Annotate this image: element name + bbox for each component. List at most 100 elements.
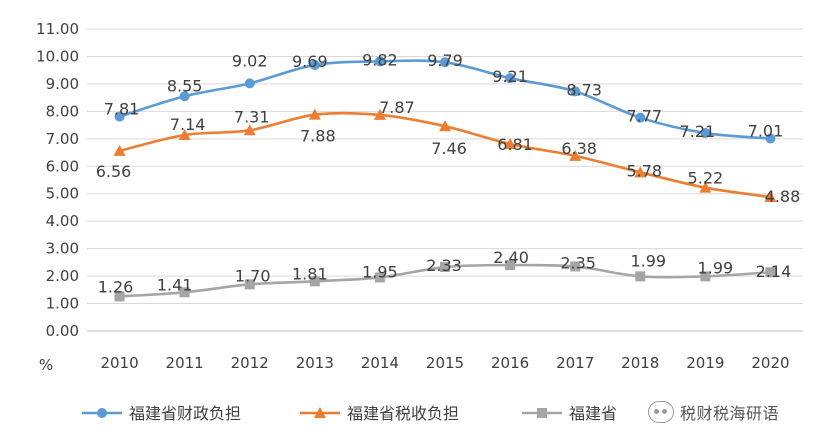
y-axis-tick-labels: 0.00 1.00 2.00 3.00 4.00 5.00 6.00 7.00 8.00 9.00… (36, 20, 79, 340)
data-point-triangle (373, 108, 386, 120)
data-point-circle (179, 91, 190, 102)
data-point-triangle (243, 124, 256, 136)
data-label: 1.99 (630, 251, 666, 270)
x-tick-label: 2016 (491, 354, 529, 372)
data-label: 5.22 (688, 169, 724, 188)
data-point-circle (374, 56, 385, 67)
data-point-triangle (764, 191, 777, 203)
series-1 (114, 56, 776, 144)
data-label: 1.95 (362, 262, 398, 281)
data-label: 1.81 (292, 264, 328, 283)
y-tick-label: 0.00 (46, 322, 79, 340)
data-point-triangle (569, 149, 582, 161)
data-label: 7.81 (104, 100, 140, 119)
y-tick-label: 10.00 (36, 47, 79, 65)
data-point-square (114, 291, 125, 302)
data-label: 7.14 (170, 115, 206, 134)
y-tick-label: 4.00 (46, 212, 79, 230)
watermark: 税财税海研语 (648, 398, 828, 426)
data-point-square (570, 261, 581, 272)
data-point-triangle (439, 120, 451, 132)
legend-item: 福建省财政负担 (82, 404, 241, 423)
data-label: 2.35 (560, 253, 596, 272)
data-point-circle (440, 57, 450, 68)
data-label: 5.78 (626, 161, 662, 180)
data-point-square (309, 276, 320, 287)
data-point-triangle (699, 181, 712, 193)
y-tick-label: 9.00 (46, 75, 79, 93)
data-point-triangle (634, 166, 647, 178)
data-label: 6.81 (497, 135, 533, 154)
data-label: 7.87 (379, 98, 415, 117)
x-tick-label: 2013 (296, 354, 334, 372)
data-label: 8.73 (566, 80, 602, 99)
data-label: 9.02 (232, 51, 268, 70)
data-point-square (179, 287, 190, 298)
y-tick-label: 2.00 (46, 267, 79, 285)
x-axis-tick-labels: 2010 2011 2012 2013 2014 2015 2016 2017 2018 2019… (100, 354, 789, 372)
watermark-text: 税财税海研语 (680, 404, 780, 423)
data-label: 1.70 (235, 266, 271, 285)
y-tick-label: 8.00 (46, 102, 79, 120)
data-label: 7.46 (431, 139, 467, 158)
legend: 福建省财政负担 福建省税收负担 福建省 (82, 404, 617, 423)
data-label: 9.69 (292, 52, 328, 71)
data-label: 9.82 (362, 50, 398, 69)
data-point-triangle (308, 108, 321, 120)
data-point-circle (114, 111, 125, 122)
data-point-circle (570, 86, 581, 97)
data-label: 2.33 (426, 256, 462, 275)
data-point-circle (309, 59, 320, 70)
legend-item: 福建省 (522, 404, 617, 423)
data-label: 2.14 (756, 262, 792, 281)
data-point-triangle (504, 138, 517, 150)
data-point-circle (765, 133, 776, 144)
series-2 (113, 108, 777, 203)
x-tick-label: 2019 (686, 354, 724, 372)
data-label: 6.56 (96, 162, 132, 181)
data-label: 7.21 (680, 122, 716, 141)
legend-marker (314, 407, 326, 418)
data-label: 7.88 (300, 127, 336, 146)
y-axis-unit-label: % (39, 356, 53, 374)
data-labels-group: 7.81 8.55 9.02 9.69 9.82 9.79 9.21 8.73 7.77 7.21… (96, 50, 801, 296)
x-tick-label: 2010 (100, 354, 138, 372)
y-tick-label: 11.00 (36, 20, 79, 38)
data-point-circle (505, 73, 516, 84)
data-label: 1.99 (698, 258, 734, 277)
y-tick-label: 6.00 (46, 157, 79, 175)
data-label: 1.26 (98, 277, 134, 296)
legend-label: 福建省财政负担 (129, 404, 241, 423)
data-point-square (505, 260, 516, 271)
wechat-icon (648, 401, 674, 423)
data-label: 2.40 (493, 248, 529, 267)
series-3 (114, 260, 776, 302)
data-label: 7.01 (748, 122, 784, 141)
data-point-circle (635, 112, 646, 123)
data-label: 7.77 (626, 107, 662, 126)
legend-label: 福建省税收负担 (347, 404, 459, 423)
data-point-triangle (113, 144, 126, 156)
x-tick-label: 2020 (751, 354, 789, 372)
legend-item: 福建省税收负担 (300, 404, 459, 423)
data-point-square (765, 267, 776, 278)
legend-label: 福建省 (569, 404, 617, 423)
x-tick-label: 2014 (361, 354, 399, 372)
data-point-triangle (178, 128, 191, 140)
data-label: 9.21 (492, 67, 528, 86)
data-point-square (440, 262, 450, 273)
x-tick-label: 2015 (426, 354, 464, 372)
x-tick-label: 2011 (166, 354, 204, 372)
y-tick-label: 3.00 (46, 240, 79, 258)
x-tick-label: 2017 (556, 354, 594, 372)
series-group (113, 56, 777, 302)
data-point-circle (244, 78, 255, 89)
data-point-square (374, 272, 385, 283)
data-point-square (635, 271, 646, 282)
data-label: 7.31 (234, 107, 270, 126)
data-point-square (244, 279, 255, 290)
data-point-circle (700, 128, 711, 139)
x-tick-label: 2012 (231, 354, 269, 372)
x-tick-label: 2018 (621, 354, 659, 372)
